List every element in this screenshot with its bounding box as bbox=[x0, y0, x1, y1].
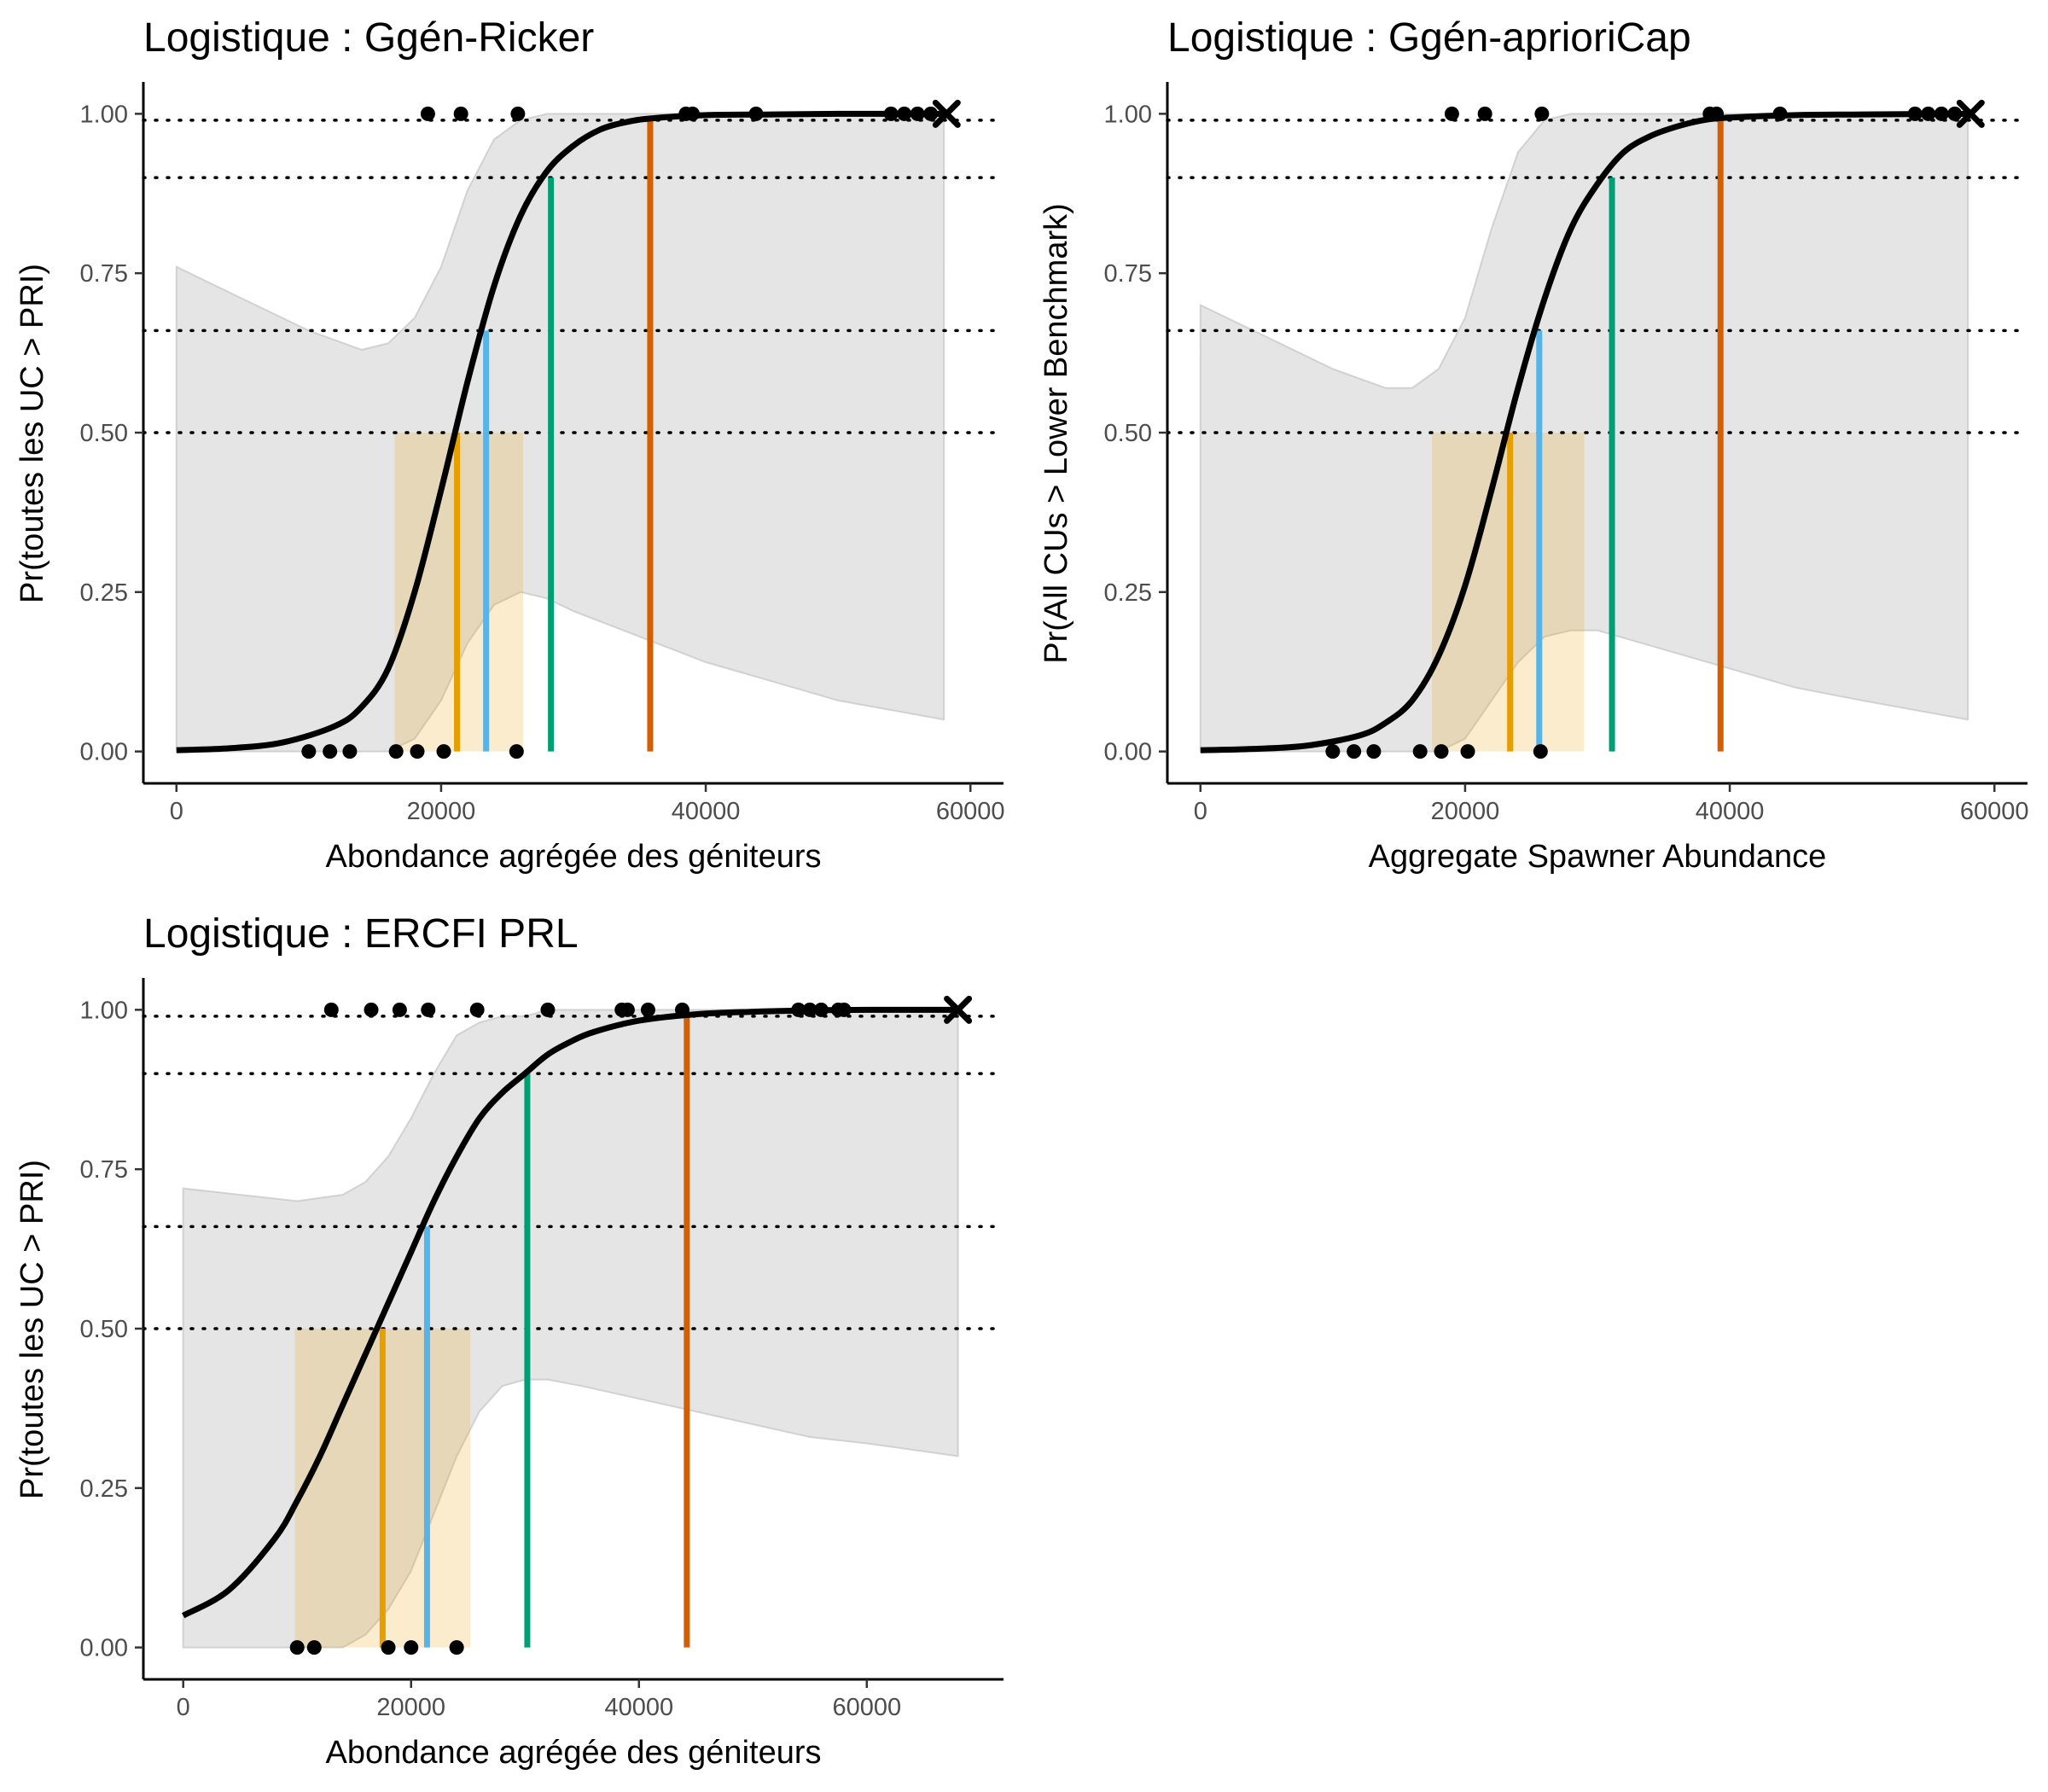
observation-point bbox=[1434, 744, 1449, 759]
y-tick-label: 0.25 bbox=[1104, 579, 1152, 607]
observation-point bbox=[1325, 744, 1341, 759]
observation-point bbox=[1907, 106, 1923, 121]
observation-point bbox=[1412, 744, 1428, 759]
observation-point bbox=[685, 106, 701, 121]
panel-title: Logistique : Ggén-aprioriCap bbox=[1167, 15, 1691, 61]
observation-point bbox=[1709, 106, 1725, 121]
y-tick-label: 0.25 bbox=[80, 1475, 128, 1503]
observation-point bbox=[421, 1002, 436, 1017]
y-tick-label: 0.00 bbox=[80, 1635, 128, 1662]
logistic-curve bbox=[181, 1006, 958, 1619]
observation-point bbox=[364, 1002, 379, 1017]
observation-point bbox=[323, 744, 338, 759]
observation-point bbox=[301, 744, 317, 759]
observation-point bbox=[1921, 106, 1936, 121]
x-tick-label: 40000 bbox=[604, 1694, 673, 1721]
cross-marker bbox=[932, 99, 961, 128]
observation-point bbox=[289, 1640, 305, 1655]
y-tick-label: 0.00 bbox=[80, 739, 128, 766]
logistic-curve bbox=[176, 110, 945, 753]
observation-point bbox=[791, 1002, 806, 1017]
observation-point bbox=[1534, 106, 1550, 121]
observation-point bbox=[620, 1002, 635, 1017]
observation-point bbox=[910, 106, 925, 121]
observation-point bbox=[1366, 744, 1382, 759]
observation-point bbox=[323, 1002, 339, 1017]
y-tick-label: 0.50 bbox=[1104, 420, 1152, 447]
observation-point bbox=[1533, 744, 1548, 759]
observation-point bbox=[813, 1002, 829, 1017]
y-tick-label: 0.25 bbox=[80, 579, 128, 607]
y-tick-label: 0.50 bbox=[80, 1316, 128, 1343]
x-tick-label: 0 bbox=[1194, 798, 1207, 825]
panel-title: Logistique : Ggén-Ricker bbox=[143, 15, 594, 61]
observation-point bbox=[453, 106, 468, 121]
y-axis-label: Pr(toutes les UC > PRI) bbox=[15, 1160, 50, 1499]
x-axis-label: Aggregate Spawner Abundance bbox=[1369, 839, 1827, 875]
observation-point bbox=[802, 1002, 817, 1017]
observation-point bbox=[640, 1002, 655, 1017]
panel-ggen-aprioricap: Logistique : Ggén-aprioriCap Aggregate S… bbox=[1039, 15, 2029, 875]
x-tick-label: 0 bbox=[177, 1694, 190, 1721]
x-tick-label: 20000 bbox=[407, 798, 476, 825]
y-tick-label: 1.00 bbox=[80, 101, 128, 128]
observation-point bbox=[540, 1002, 556, 1017]
observation-point bbox=[1934, 106, 1949, 121]
observation-point bbox=[897, 106, 912, 121]
observation-point bbox=[1347, 744, 1362, 759]
y-axis-label: Pr(All CUs > Lower Benchmark) bbox=[1039, 203, 1074, 664]
y-tick-label: 0.75 bbox=[80, 260, 128, 288]
confidence-band bbox=[182, 1009, 959, 1649]
panel-ggen-ricker: Logistique : Ggén-Ricker Abondance agrég… bbox=[15, 15, 1005, 875]
panel-ercfi-prl: Logistique : ERCFI PRL Abondance agrégée… bbox=[15, 911, 1005, 1771]
x-tick-label: 60000 bbox=[936, 798, 1005, 825]
observation-point bbox=[436, 744, 451, 759]
panel-title: Logistique : ERCFI PRL bbox=[143, 911, 579, 957]
x-tick-label: 20000 bbox=[376, 1694, 445, 1721]
y-tick-label: 0.00 bbox=[1104, 739, 1152, 766]
observation-point bbox=[469, 1002, 485, 1017]
observation-point bbox=[883, 106, 899, 121]
y-tick-label: 0.75 bbox=[80, 1156, 128, 1184]
observation-point bbox=[449, 1640, 464, 1655]
observation-point bbox=[1460, 744, 1475, 759]
x-axis-label: Abondance agrégée des géniteurs bbox=[325, 839, 821, 875]
observation-point bbox=[509, 744, 524, 759]
cross-marker bbox=[944, 995, 973, 1024]
observation-point bbox=[675, 1002, 690, 1017]
y-tick-label: 0.75 bbox=[1104, 260, 1152, 288]
observation-point bbox=[923, 106, 939, 121]
x-tick-label: 60000 bbox=[832, 1694, 901, 1721]
logistic-curve bbox=[1200, 110, 1969, 753]
cross-marker bbox=[1956, 99, 1985, 128]
observation-point bbox=[410, 744, 425, 759]
observation-point bbox=[1477, 106, 1492, 121]
y-axis-label: Pr(toutes les UC > PRI) bbox=[15, 264, 50, 603]
y-tick-label: 1.00 bbox=[1104, 101, 1152, 128]
x-tick-label: 60000 bbox=[1960, 798, 2029, 825]
y-tick-label: 1.00 bbox=[80, 997, 128, 1024]
observation-point bbox=[392, 1002, 407, 1017]
y-tick-label: 0.50 bbox=[80, 420, 128, 447]
observation-point bbox=[381, 1640, 396, 1655]
x-tick-label: 20000 bbox=[1431, 798, 1500, 825]
observation-point bbox=[342, 744, 358, 759]
observation-point bbox=[748, 106, 764, 121]
observation-point bbox=[1444, 106, 1459, 121]
observation-point bbox=[510, 106, 526, 121]
x-tick-label: 40000 bbox=[672, 798, 741, 825]
observation-point bbox=[404, 1640, 419, 1655]
x-tick-label: 0 bbox=[170, 798, 183, 825]
observation-point bbox=[420, 106, 435, 121]
x-axis-label: Abondance agrégée des géniteurs bbox=[325, 1735, 821, 1771]
observation-point bbox=[1772, 106, 1788, 121]
x-tick-label: 40000 bbox=[1696, 798, 1765, 825]
observation-point bbox=[836, 1002, 852, 1017]
observation-point bbox=[388, 744, 404, 759]
observation-point bbox=[1947, 106, 1963, 121]
observation-point bbox=[306, 1640, 322, 1655]
